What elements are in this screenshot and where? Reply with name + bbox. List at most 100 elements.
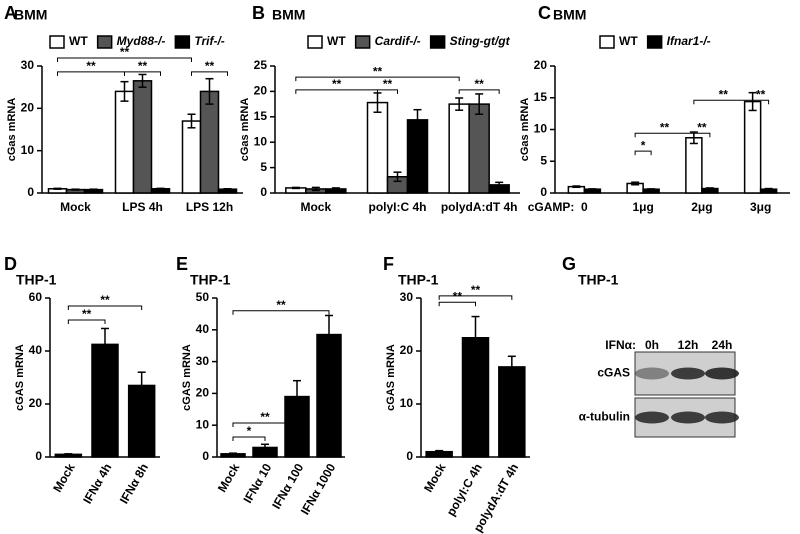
significance-bracket [377,89,398,94]
panel-label: F [383,254,394,274]
significance-label: ** [86,59,96,73]
y-tick-label: 30 [400,290,414,304]
error-bar [137,371,146,400]
y-tick-label: 30 [196,354,210,368]
significance-label: ** [373,64,383,78]
y-tick-label: 0 [202,449,209,463]
significance-label: ** [697,120,707,134]
bar [181,120,202,194]
legend-label: Ifnar1-/- [667,34,711,48]
significance-label: ** [471,283,481,297]
error-bar [413,108,422,131]
x-axis-label: cGAMP: [528,200,575,214]
error-bar [229,452,237,456]
y-tick-label: 0 [27,185,34,199]
significance-bracket [693,132,711,138]
bar [132,80,153,194]
y-axis-label: cGas mRNA [6,98,18,162]
significance-label: ** [474,77,484,91]
legend-swatch [646,35,663,49]
y-tick-label: 20 [21,101,35,115]
y-axis-label: cGas mRNA [519,98,531,162]
legend-label: Sting-gt/gt [450,34,511,48]
blot-band [635,367,669,380]
significance-label: ** [660,120,670,134]
error-bar [764,187,773,191]
error-bar [435,449,444,454]
significance-label: ** [756,87,766,101]
significance-bracket [634,150,652,156]
y-tick-label: 20 [400,343,414,357]
error-bar [393,171,402,183]
x-tick-label: polyI:C 4h [368,200,426,214]
legend-swatch [96,35,113,49]
blot-band [635,411,669,424]
timepoint-label: 0h [645,338,659,352]
x-tick-label: Mock [300,200,331,214]
error-bar [261,443,269,452]
legend-swatch [599,35,615,49]
error-bar [331,187,340,191]
blot-row-label: cGAS [597,366,630,380]
significance-bracket [124,71,161,76]
error-bar [138,73,147,88]
legend-swatch [49,35,65,49]
legend-label: Myd88-/- [117,34,166,48]
y-tick-label: 5 [540,153,547,167]
blot-band [705,367,739,380]
panel-label: A [4,3,17,23]
y-tick-label: 20 [196,386,210,400]
blot-band [671,411,705,424]
error-bar [223,188,232,191]
error-bar [475,93,484,116]
panel-label: D [4,254,17,274]
legend-label: Trif-/- [194,34,224,48]
y-tick-label: 20 [534,58,548,72]
panel-label: E [176,254,188,274]
error-bar [471,315,480,360]
significance-bracket [232,310,330,315]
panel-title: BMM [553,7,586,23]
x-tick-label: Mock [421,461,449,495]
legend-label: WT [619,34,638,48]
x-tick-label: LPS 12h [186,200,233,214]
y-tick-label: 40 [29,343,43,357]
panel-label: C [538,3,551,23]
bar [114,90,135,194]
significance-bracket [438,295,513,300]
error-bar [156,187,165,190]
y-tick-label: 15 [254,109,268,123]
significance-label: ** [453,289,463,303]
error-bar [291,186,300,190]
significance-label: * [247,424,252,438]
y-tick-label: 50 [196,290,210,304]
x-tick-label: LPS 4h [122,200,163,214]
significance-bracket [57,57,192,62]
significance-bracket [458,89,500,94]
y-axis-label: cGAS mRNA [385,344,397,411]
x-tick-label: 1μg [632,200,653,214]
error-bar [507,355,516,379]
x-tick-label: 2μg [691,200,712,214]
error-bar [101,327,109,362]
significance-bracket [191,71,228,76]
x-tick-label: IFNα 10 [241,461,275,506]
x-tick-label: Mock [60,200,91,214]
error-bar [120,80,129,102]
significance-label: ** [82,307,92,321]
significance-bracket [438,301,476,307]
bar [366,101,389,194]
bar [199,90,220,194]
significance-bracket [232,422,298,427]
x-tick-label: IFNα 4h [80,461,114,506]
bar [406,119,429,194]
y-tick-label: 0 [540,185,547,199]
bar [91,343,119,458]
y-tick-label: 10 [254,134,268,148]
y-tick-label: 10 [196,417,210,431]
legend-swatch [429,35,446,49]
significance-label: ** [205,59,215,73]
blot-band [671,367,705,380]
x-tick-label: polyI:C 4h [444,461,485,518]
significance-bracket [752,99,770,105]
